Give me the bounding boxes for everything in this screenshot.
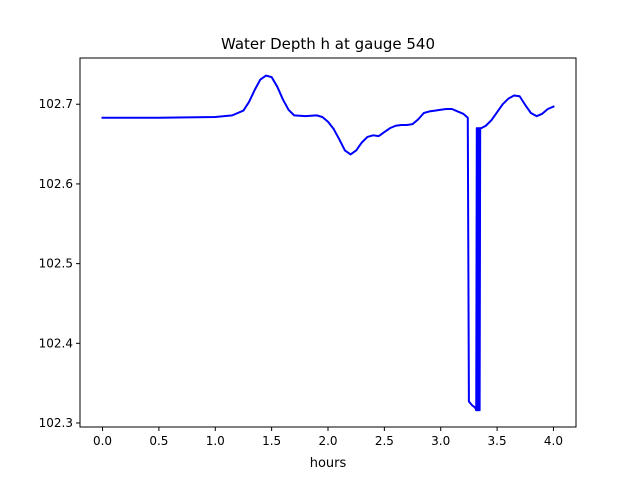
ticks: 0.0 0.5 1.0 1.5 2.0 2.5 3.0 3.5 4.0 102.3 102.4 102… [39,97,563,448]
x-tick-label: 2.0 [318,434,337,448]
x-tick-label: 1.0 [206,434,225,448]
y-tick-label: 102.6 [39,177,73,191]
x-tick-label: 4.0 [544,434,563,448]
plot-area [101,74,555,412]
y-tick-label: 102.7 [39,97,73,111]
x-tick-label: 0.5 [149,434,168,448]
x-tick-label: 3.0 [431,434,450,448]
x-tick-label: 2.5 [375,434,394,448]
series-line-0 [101,74,555,412]
y-tick-label: 102.3 [39,416,73,430]
y-tick-label: 102.4 [39,336,73,350]
x-tick-label: 1.5 [262,434,281,448]
x-tick-label: 3.5 [488,434,507,448]
x-axis-label: hours [310,456,347,471]
chart-title: Water Depth h at gauge 540 [221,35,435,53]
x-tick-label: 0.0 [93,434,112,448]
y-tick-label: 102.5 [39,257,73,271]
